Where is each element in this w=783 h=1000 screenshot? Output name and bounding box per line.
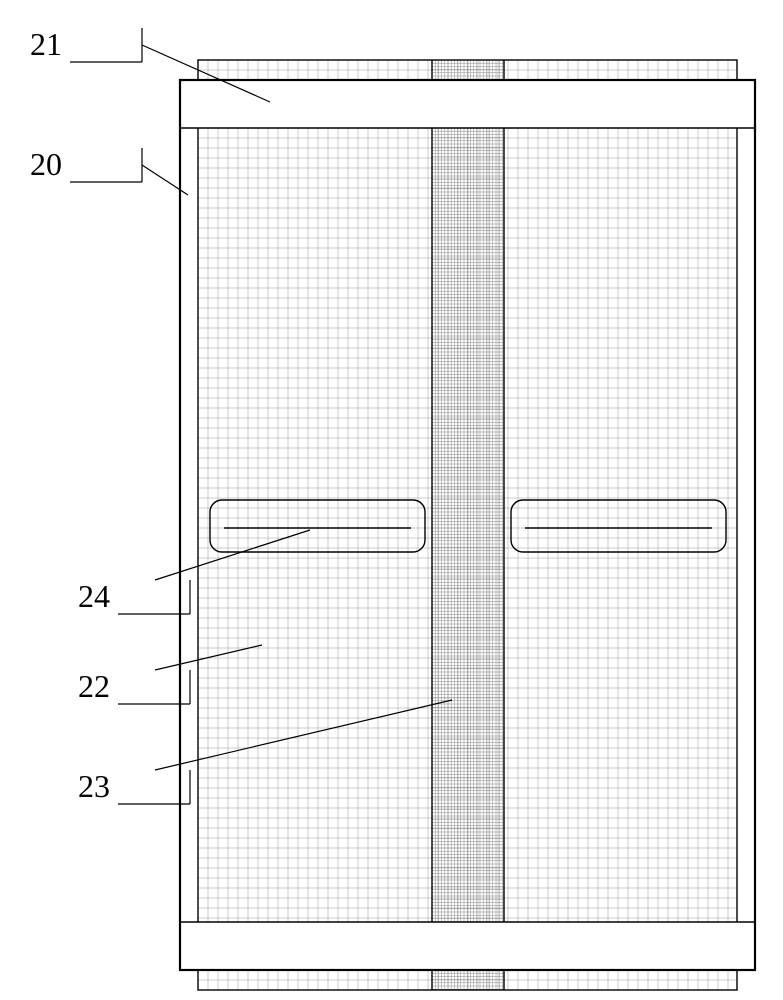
- label-23: 23: [78, 768, 110, 804]
- diagram-canvas: 21 20 24 22 23: [0, 0, 783, 1000]
- label-22: 22: [78, 668, 110, 704]
- label-21: 21: [30, 26, 62, 62]
- label-24: 24: [78, 578, 110, 614]
- label-20: 20: [30, 146, 62, 182]
